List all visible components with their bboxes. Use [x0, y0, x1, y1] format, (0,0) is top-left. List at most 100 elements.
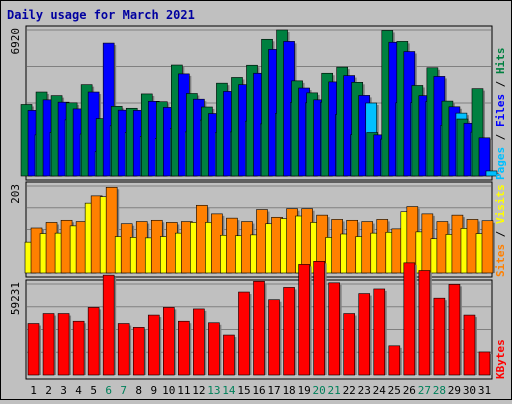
legend-separator: /	[494, 127, 507, 147]
files-bar-highlight	[419, 96, 422, 175]
sites-bar-highlight	[32, 229, 35, 272]
hits-bar-highlight	[472, 89, 475, 175]
x-tick-label: 17	[267, 384, 280, 397]
x-tick-label: 31	[478, 384, 491, 397]
visits-bar-highlight	[251, 235, 254, 272]
files-bar-highlight	[464, 124, 467, 175]
kbytes-bar	[403, 262, 416, 376]
panel-kbytes: 59231 KBytes	[9, 261, 507, 380]
legend-visits-sites: Sites / Visits	[494, 184, 507, 277]
hits-bar-highlight	[67, 103, 70, 175]
kbytes-bar-highlight	[89, 308, 92, 374]
hits-bar-highlight	[337, 68, 340, 175]
sites-bar-highlight	[47, 223, 50, 272]
sites-bar-highlight	[482, 221, 485, 272]
x-axis-labels: 1 2 3 4 5 6 7 8 9 10 11 12 13 14 15 16 17 18 19 20 21 22 23 24 2…	[30, 384, 491, 397]
visits-bar-highlight	[356, 237, 359, 272]
hits-bar-highlight	[187, 94, 190, 175]
chart-panels: 6920 Pages / Files / Hits 203 Sites / Visit…	[9, 25, 507, 380]
hits-bar-highlight	[202, 108, 205, 175]
sites-bar-highlight	[437, 222, 440, 272]
visits-bar-highlight	[296, 217, 299, 272]
kbytes-bar	[117, 323, 130, 376]
sites-bar	[481, 220, 494, 274]
hits-bar-highlight	[142, 94, 145, 175]
kbytes-bar-highlight	[209, 323, 212, 374]
kbytes-bar	[253, 280, 265, 376]
hits-bar-highlight	[52, 96, 55, 175]
files-bar-highlight	[344, 76, 347, 175]
panel-hits-files-pages: 6920 Pages / Files / Hits	[9, 25, 507, 181]
sites-bar	[105, 186, 118, 274]
sites-bar-highlight	[257, 210, 260, 272]
hits-bar-highlight	[112, 107, 115, 175]
visits-bar-highlight	[101, 197, 104, 272]
kbytes-bar	[418, 270, 431, 376]
files-bar-highlight	[254, 74, 257, 175]
kbytes-bar-highlight	[194, 309, 197, 374]
files-bar-highlight	[434, 77, 437, 175]
visits-bar-highlight	[176, 234, 179, 272]
visits-bar-highlight	[326, 238, 329, 272]
visits-bar-highlight	[266, 224, 269, 272]
hits-bar-highlight	[127, 109, 130, 175]
sites-bar-highlight	[332, 220, 335, 272]
kbytes-bar	[328, 282, 340, 376]
kbytes-bar	[208, 322, 220, 376]
visits-bar-highlight	[461, 229, 464, 272]
files-bar-highlight	[89, 93, 92, 175]
files-bar-highlight	[404, 52, 407, 175]
sites-bar-highlight	[407, 207, 410, 272]
sites-bar-highlight	[422, 214, 425, 272]
visits-bar-highlight	[86, 204, 89, 272]
sites-bar-highlight	[452, 216, 455, 272]
legend-hits-files-pages: Pages / Files / Hits	[494, 48, 507, 181]
hits-bar-highlight	[292, 81, 295, 175]
kbytes-bar	[57, 313, 70, 376]
legend-item-sites: Sites	[494, 244, 507, 277]
y-max-label: 59231	[9, 282, 22, 315]
sites-bar-highlight	[107, 188, 110, 272]
kbytes-bar	[388, 345, 401, 376]
sites-bar-highlight	[377, 220, 380, 272]
x-tick-label: 24	[373, 384, 387, 397]
hits-bar-highlight	[427, 68, 430, 175]
kbytes-bar-highlight	[464, 316, 467, 374]
kbytes-bar	[463, 314, 476, 376]
visits-bar-highlight	[41, 234, 44, 272]
kbytes-bar-highlight	[449, 285, 452, 374]
x-tick-label: 28	[433, 384, 446, 397]
kbytes-bar	[132, 327, 145, 376]
kbytes-bar-highlight	[419, 271, 422, 374]
visits-bar-highlight	[191, 223, 194, 272]
files-bar-highlight	[329, 82, 332, 175]
x-tick-label: 7	[120, 384, 127, 397]
kbytes-bar-highlight	[389, 346, 392, 374]
kbytes-bar-highlight	[434, 299, 437, 374]
hits-bar-highlight	[97, 119, 100, 175]
kbytes-bar-highlight	[254, 282, 257, 374]
x-tick-label: 6	[105, 384, 112, 397]
legend-separator: /	[494, 224, 507, 244]
x-tick-label: 22	[343, 384, 356, 397]
sites-bar-highlight	[122, 224, 125, 272]
x-tick-label: 15	[237, 384, 250, 397]
kbytes-bar	[478, 351, 491, 376]
visits-bar-highlight	[206, 223, 209, 272]
files-bar-highlight	[149, 102, 152, 175]
kbytes-bar	[102, 274, 115, 376]
x-tick-label: 18	[282, 384, 295, 397]
kbytes-bar	[268, 299, 280, 376]
visits-bar-highlight	[341, 235, 344, 272]
y-max-label: 203	[9, 184, 22, 204]
sites-bar-highlight	[167, 223, 170, 272]
visits-bar-highlight	[146, 238, 149, 272]
x-tick-label: 2	[45, 384, 52, 397]
x-tick-label: 11	[177, 384, 190, 397]
files-bar-highlight	[29, 111, 32, 175]
sites-bar-highlight	[302, 209, 305, 272]
hits-bar-highlight	[412, 86, 415, 175]
kbytes-bar	[193, 308, 205, 376]
